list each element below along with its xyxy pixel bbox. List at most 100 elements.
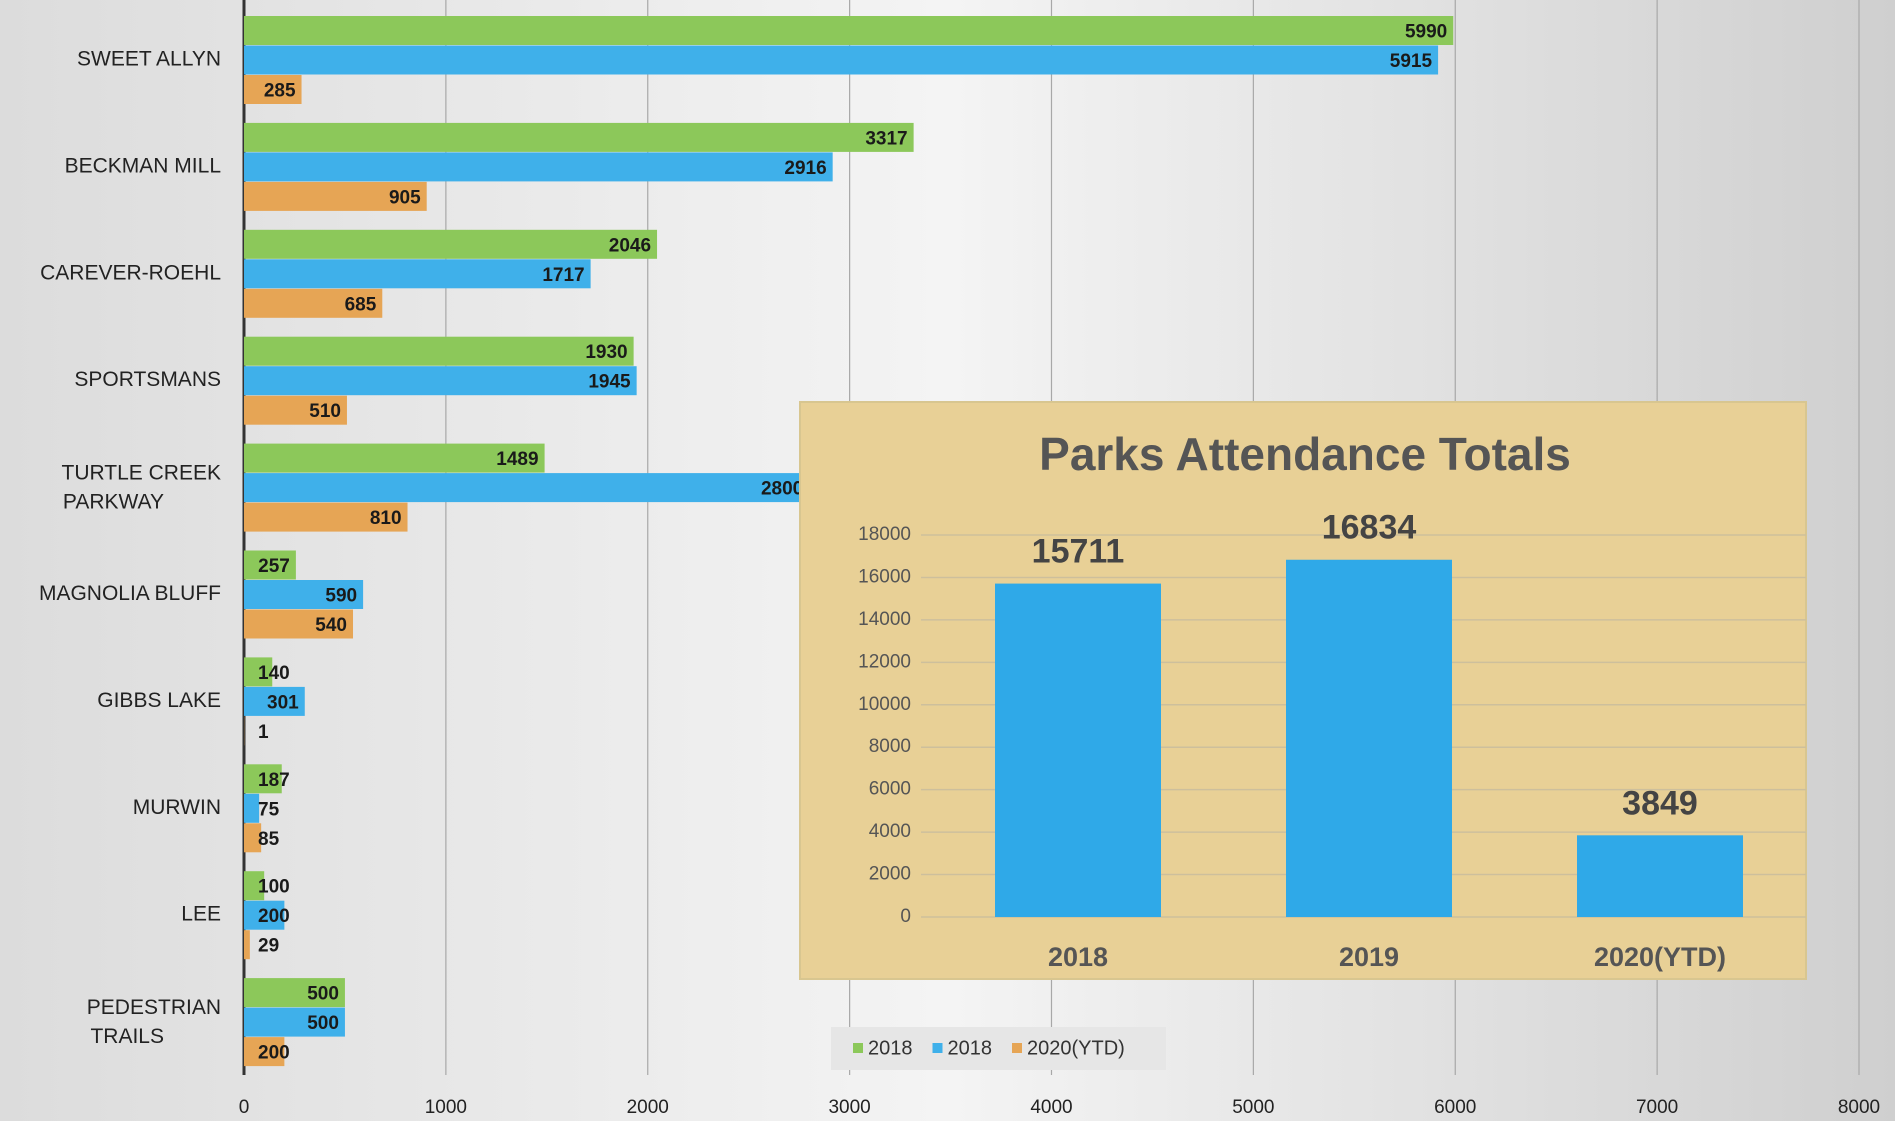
bar: [244, 793, 260, 823]
value-label: 2046: [609, 235, 651, 256]
x-tick-label: 5000: [1232, 1097, 1274, 1118]
bar: [244, 443, 545, 473]
y-tick-label: 14000: [858, 609, 911, 630]
bar: [244, 580, 364, 609]
y-tick-label: 10000: [858, 694, 911, 715]
value-label: 5990: [1405, 22, 1447, 43]
value-label: 285: [264, 81, 296, 102]
value-label: 1717: [542, 265, 584, 286]
x-tick-label: 6000: [1434, 1097, 1476, 1118]
bar: [244, 978, 345, 1008]
bar: [244, 395, 347, 425]
legend-label: 2020(YTD): [1027, 1037, 1125, 1059]
value-label: 5915: [1390, 51, 1433, 72]
value-label: 200: [258, 906, 290, 927]
category-label: GIBBS LAKE: [97, 689, 221, 712]
bar: [244, 657, 273, 687]
bar: [244, 686, 305, 716]
bar: [244, 122, 914, 152]
value-label: 510: [309, 401, 341, 422]
value-label: 685: [345, 294, 377, 315]
x-tick-label: 8000: [1838, 1097, 1880, 1118]
x-tick-label: 4000: [1030, 1097, 1072, 1118]
bar: [244, 366, 637, 396]
value-label: 500: [307, 984, 339, 1005]
bar: [244, 45, 1439, 75]
value-label: 1945: [588, 372, 631, 393]
value-label: 200: [258, 1043, 290, 1064]
x-tick-label: 2019: [1339, 942, 1399, 972]
value-label: 257: [258, 556, 290, 577]
category-label: PEDESTRIAN TRAILS: [87, 996, 221, 1048]
legend-label: 2018: [868, 1037, 913, 1059]
bar: [244, 871, 265, 901]
x-tick-label: 2020(YTD): [1594, 942, 1726, 972]
value-label: 301: [267, 692, 299, 713]
category-label: CAREVER-ROEHL: [40, 261, 221, 284]
bar: [244, 609, 354, 639]
value-label: 590: [325, 586, 357, 607]
bar: [1577, 835, 1743, 917]
value-label: 15711: [1032, 533, 1125, 571]
category-label: SWEET ALLYN: [77, 48, 221, 71]
legend-swatch: [853, 1043, 863, 1053]
y-tick-label: 4000: [869, 821, 911, 842]
x-tick-label: 7000: [1636, 1097, 1678, 1118]
bar: [244, 259, 591, 289]
category-label: SPORTSMANS: [74, 368, 221, 391]
category-label-line: TURTLE CREEK: [62, 461, 221, 484]
legend-swatch: [1012, 1043, 1022, 1053]
value-label: 2800: [761, 479, 803, 500]
bar: [244, 288, 383, 318]
category-label: LEE: [181, 903, 221, 926]
value-label: 75: [258, 799, 280, 820]
value-label: 187: [258, 770, 290, 791]
x-tick-label: 3000: [828, 1097, 870, 1118]
value-label: 3317: [865, 128, 907, 149]
value-label: 3849: [1622, 784, 1698, 822]
value-label: 29: [258, 936, 279, 957]
value-label: 1: [258, 722, 269, 743]
y-tick-label: 18000: [858, 524, 911, 545]
y-tick-label: 6000: [869, 779, 911, 800]
value-label: 905: [389, 187, 421, 208]
category-label: MAGNOLIA BLUFF: [39, 582, 221, 605]
category-label-line: TRAILS: [90, 1025, 164, 1048]
legend-box: [831, 1027, 1166, 1070]
bar: [244, 336, 634, 366]
bar: [244, 16, 1454, 45]
bar: [244, 1037, 285, 1067]
y-tick-label: 12000: [858, 651, 911, 672]
legend-swatch: [932, 1043, 943, 1053]
bar: [244, 1007, 345, 1037]
x-tick-label: 1000: [425, 1097, 467, 1118]
bar: [244, 930, 250, 960]
y-tick-label: 16000: [858, 566, 911, 587]
value-label: 500: [307, 1013, 339, 1034]
value-label: 1489: [496, 449, 538, 470]
value-label: 2916: [784, 158, 826, 179]
value-label: 540: [315, 615, 347, 636]
bar: [1286, 559, 1452, 917]
value-label: 1930: [585, 342, 627, 363]
bar: [244, 152, 833, 182]
category-label-line: PEDESTRIAN: [87, 996, 221, 1019]
category-label-line: PARKWAY: [63, 490, 164, 513]
value-label: 140: [258, 663, 290, 684]
category-label: TURTLE CREEK PARKWAY: [62, 461, 221, 513]
x-tick-label: 2018: [1048, 942, 1108, 972]
value-label: 810: [370, 508, 402, 529]
value-label: 16834: [1322, 509, 1417, 547]
bar: [995, 583, 1161, 917]
bar: [244, 181, 427, 211]
bar: [244, 764, 282, 794]
legend-label: 2018: [948, 1037, 993, 1059]
value-label: 100: [258, 877, 290, 898]
x-tick-label: 0: [239, 1097, 250, 1118]
category-label: BECKMAN MILL: [65, 154, 221, 177]
category-label: MURWIN: [133, 796, 221, 819]
x-tick-label: 2000: [627, 1097, 669, 1118]
chart-title: Parks Attendance Totals: [1039, 428, 1571, 480]
